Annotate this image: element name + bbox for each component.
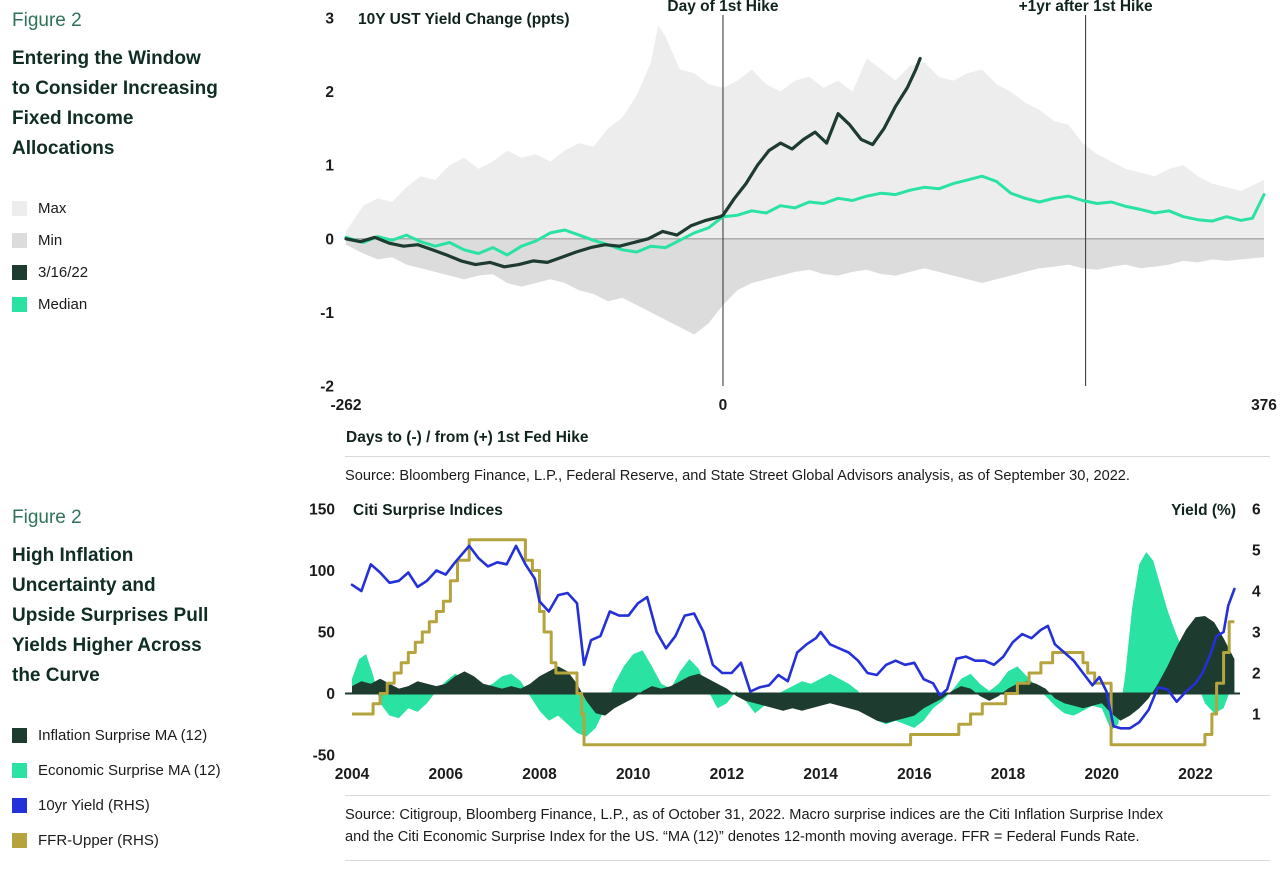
source-line-1: Source: Citigroup, Bloomberg Finance, L.… bbox=[345, 807, 1164, 823]
figure-2-title: High Inflation Uncertainty and Upside Su… bbox=[12, 545, 209, 687]
x-tick-label: 2022 bbox=[1178, 766, 1212, 783]
chart-title: Citi Surprise Indices bbox=[353, 502, 503, 519]
left-axis-tick: 100 bbox=[309, 563, 335, 580]
x-tick-label: 2008 bbox=[522, 766, 557, 783]
legend-item-hike-date: 3/16/22 bbox=[12, 264, 274, 281]
yield-change-chart: Day of 1st Hike +1yr after 1st Hike 3 2 1 0 -1… bbox=[320, 0, 1277, 446]
legend-item-median: Median bbox=[12, 296, 274, 313]
economic-surprise-swatch bbox=[12, 763, 27, 779]
figure-1-source: Source: Bloomberg Finance, L.P., Federal… bbox=[345, 456, 1270, 488]
y-tick-label: 1 bbox=[325, 158, 334, 175]
x-tick-label: 376 bbox=[1251, 397, 1277, 414]
x-tick-label: 2020 bbox=[1085, 766, 1119, 783]
x-tick-label: -262 bbox=[330, 397, 361, 414]
ffr-upper-swatch bbox=[12, 833, 27, 849]
legend-label: Median bbox=[38, 296, 88, 314]
figure-2-label: Figure 2 bbox=[12, 507, 82, 528]
ffr-upper-rhs-line bbox=[352, 538, 1235, 747]
x-axis-title: Days to (-) / from (+) 1st Fed Hike bbox=[346, 429, 589, 446]
figure-1-legend: Max Min 3/16/22 Median bbox=[12, 200, 274, 313]
chart-title: 10Y UST Yield Change (ppts) bbox=[358, 11, 570, 28]
right-axis-tick: 3 bbox=[1252, 625, 1261, 642]
figure-1-title: Entering the Window to Consider Increasi… bbox=[12, 48, 218, 160]
x-tick-label: 2012 bbox=[710, 766, 744, 783]
x-tick-label: 2006 bbox=[429, 766, 464, 783]
hike-date-swatch bbox=[12, 265, 27, 281]
x-tick-label: 2018 bbox=[991, 766, 1026, 783]
right-axis-tick: 1 bbox=[1252, 707, 1261, 724]
x-tick-label: 2010 bbox=[616, 766, 650, 783]
y-tick-label: 2 bbox=[325, 84, 334, 101]
10yr-yield-rhs-line bbox=[350, 544, 1236, 730]
x-tick-label: 0 bbox=[719, 397, 728, 414]
legend-item-max: Max bbox=[12, 200, 274, 217]
legend-label: Max bbox=[38, 200, 67, 218]
ten-year-yield-swatch bbox=[12, 798, 27, 814]
min-area bbox=[346, 238, 1264, 335]
y-tick-label: 0 bbox=[325, 231, 334, 248]
inflation-surprise-ma-12-area bbox=[352, 616, 1235, 723]
source-line-2: and the Citi Economic Surprise Index for… bbox=[345, 828, 1140, 845]
legend-label: 3/16/22 bbox=[38, 264, 89, 282]
x-tick-label: 2004 bbox=[335, 766, 370, 783]
left-axis-tick: -50 bbox=[313, 748, 335, 765]
x-tick-label: 2016 bbox=[897, 766, 932, 783]
legend-label: FFR-Upper (RHS) bbox=[38, 832, 159, 850]
legend-label: Economic Surprise MA (12) bbox=[38, 762, 221, 780]
legend-label: 10yr Yield (RHS) bbox=[38, 797, 150, 815]
y-tick-label: -2 bbox=[320, 379, 334, 396]
legend-item-economic-surprise: Economic Surprise MA (12) bbox=[12, 762, 274, 779]
inflation-surprise-swatch bbox=[12, 728, 27, 744]
legend-item-min: Min bbox=[12, 232, 274, 249]
median-swatch bbox=[12, 297, 27, 313]
right-axis-title: Yield (%) bbox=[1171, 502, 1236, 519]
max-area bbox=[346, 25, 1264, 239]
left-axis-tick: 50 bbox=[318, 625, 335, 642]
legend-label: Inflation Surprise MA (12) bbox=[38, 727, 208, 745]
day-of-1st-hike-label: Day of 1st Hike bbox=[667, 0, 779, 15]
legend-item-ffr-upper: FFR-Upper (RHS) bbox=[12, 832, 274, 849]
y-tick-label: 3 bbox=[325, 11, 334, 28]
figure-2-source: Source: Citigroup, Bloomberg Finance, L.… bbox=[345, 795, 1270, 861]
figure-1-sidebar: Figure 2 Entering the Window to Consider… bbox=[12, 10, 274, 328]
legend-item-10yr-yield: 10yr Yield (RHS) bbox=[12, 797, 274, 814]
legend-item-inflation-surprise: Inflation Surprise MA (12) bbox=[12, 727, 274, 744]
x-tick-label: 2014 bbox=[803, 766, 838, 783]
economic-surprise-ma-12-area bbox=[352, 552, 1235, 737]
right-axis-tick: 5 bbox=[1252, 543, 1261, 560]
median-line bbox=[344, 174, 1266, 257]
figure-1-label: Figure 2 bbox=[12, 10, 82, 31]
surprise-indices-chart: 150 100 50 0 -50 6 5 4 3 2 1 2004 2006 2008 2010 2012 20… bbox=[309, 502, 1261, 784]
right-axis-tick: 6 bbox=[1252, 502, 1261, 519]
figure-2-sidebar: Figure 2 High Inflation Uncertainty and … bbox=[12, 507, 274, 867]
3-16-22-line bbox=[344, 56, 922, 269]
y-tick-label: -1 bbox=[320, 305, 334, 322]
left-axis-tick: 150 bbox=[309, 502, 335, 519]
right-axis-tick: 2 bbox=[1252, 666, 1261, 683]
1yr-after-1st-hike-label: +1yr after 1st Hike bbox=[1019, 0, 1153, 15]
figure-2-legend: Inflation Surprise MA (12) Economic Surp… bbox=[12, 727, 274, 849]
legend-label: Min bbox=[38, 232, 63, 250]
max-swatch bbox=[12, 201, 27, 217]
right-axis-tick: 4 bbox=[1252, 584, 1261, 601]
left-axis-tick: 0 bbox=[326, 686, 335, 703]
min-swatch bbox=[12, 233, 27, 249]
